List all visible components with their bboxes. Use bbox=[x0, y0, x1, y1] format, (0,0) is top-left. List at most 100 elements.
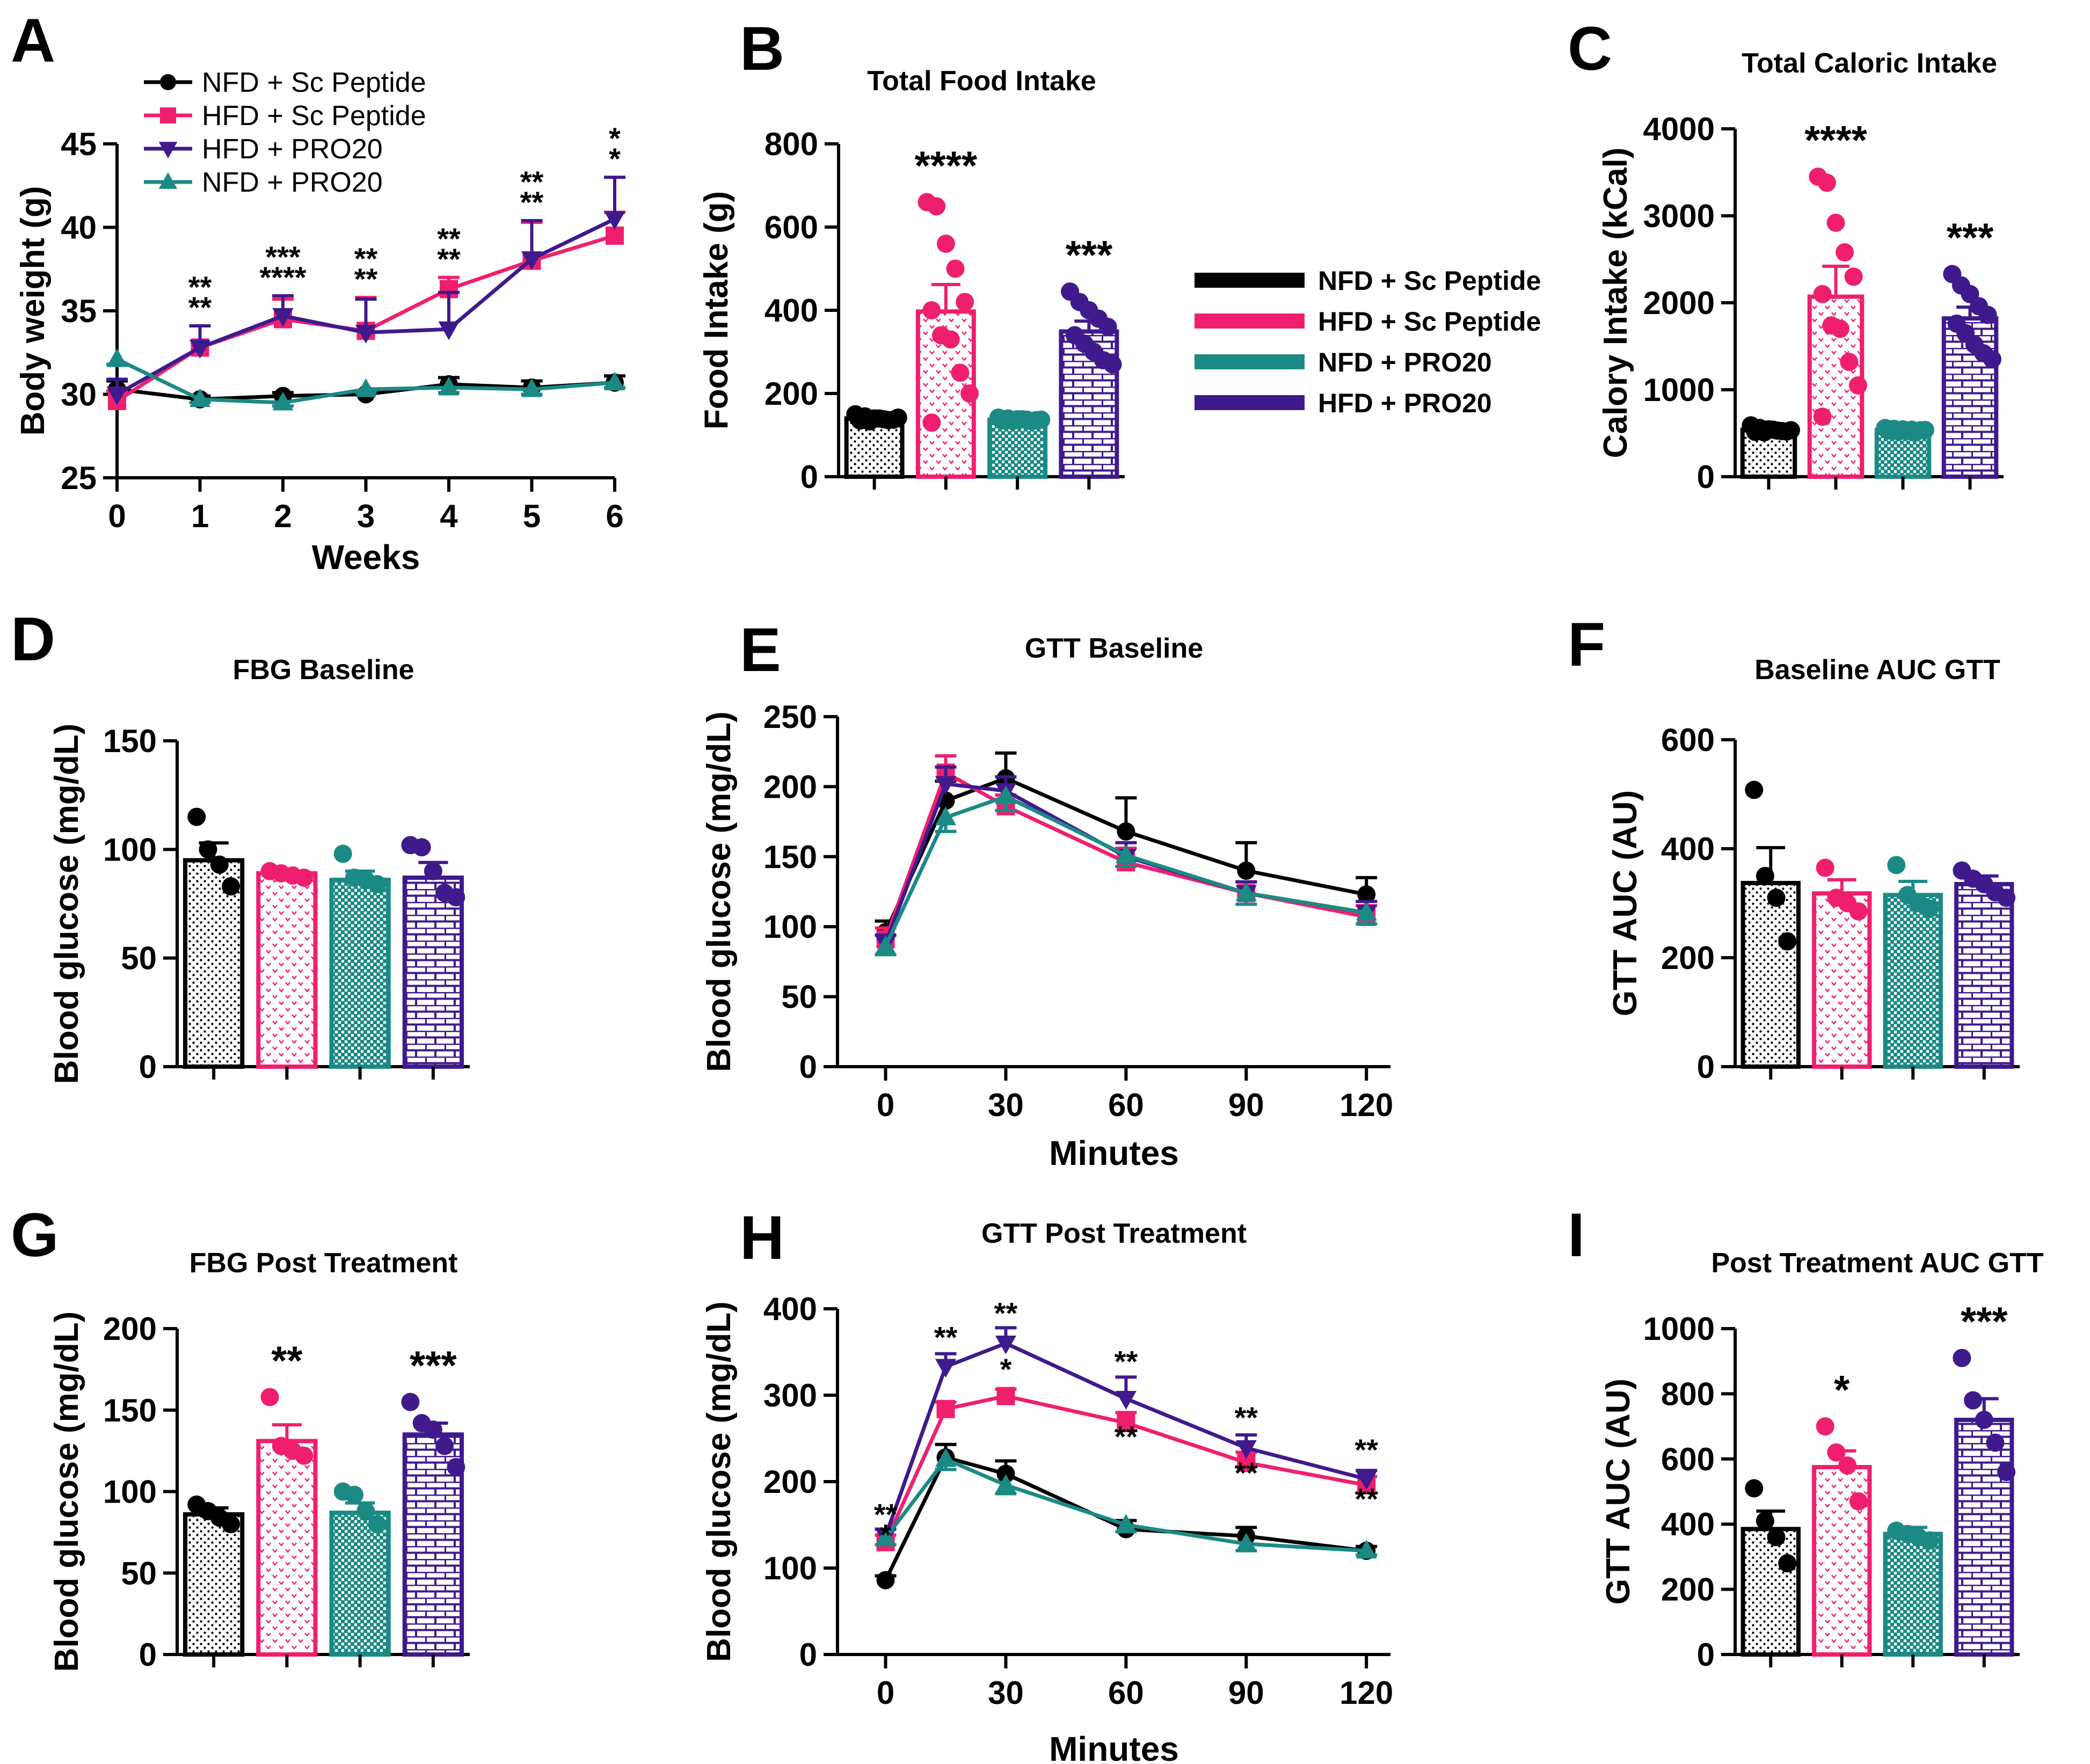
data-point-I bbox=[1745, 1479, 1764, 1498]
series-point-E bbox=[1356, 901, 1377, 921]
data-point-I bbox=[1816, 1417, 1834, 1436]
y-tick-label-I: 0 bbox=[1697, 1637, 1715, 1673]
series-point-E bbox=[875, 935, 897, 954]
chart-title-F: Baseline AUC GTT bbox=[1754, 654, 2000, 686]
data-point-B bbox=[941, 330, 960, 349]
series-point-A bbox=[106, 387, 128, 405]
y-tick-label-D: 0 bbox=[139, 1049, 157, 1085]
x-axis-label-E: Minutes bbox=[1049, 1134, 1179, 1172]
significance-A: ** bbox=[437, 242, 461, 276]
data-point-C bbox=[1813, 407, 1832, 426]
significance-H: * bbox=[880, 1518, 892, 1552]
series-point-H bbox=[935, 1359, 957, 1378]
y-axis-label-D: Blood glucose (mg/dL) bbox=[48, 724, 85, 1084]
legend-line-marker bbox=[158, 142, 178, 158]
chart-title-C: Total Caloric Intake bbox=[1742, 48, 1997, 79]
y-tick-label-B: 800 bbox=[764, 126, 818, 162]
data-point-I bbox=[1986, 1433, 2005, 1452]
y-tick-label-E: 50 bbox=[781, 979, 817, 1015]
data-point-C bbox=[1978, 305, 1997, 324]
y-tick-label-E: 150 bbox=[763, 839, 817, 875]
series-point-H bbox=[1235, 1440, 1257, 1459]
panel-G: G FBG Post Treatment Blood glucose (mg/dL)… bbox=[11, 1201, 470, 1673]
data-point-G bbox=[260, 1388, 279, 1406]
data-point-G bbox=[401, 1393, 420, 1411]
panel-letter-G: G bbox=[11, 1201, 59, 1270]
data-point-D bbox=[424, 862, 442, 880]
y-tick-label-D: 50 bbox=[121, 941, 157, 976]
bar-F bbox=[1954, 881, 2014, 1069]
data-point-B bbox=[936, 235, 955, 253]
x-tick-label-A: 0 bbox=[108, 498, 126, 534]
series-point-H bbox=[935, 1448, 957, 1467]
bar-I bbox=[1741, 1527, 1801, 1657]
series-point-A bbox=[355, 324, 377, 344]
y-axis-label-I: GTT AUC (AU) bbox=[1600, 1379, 1637, 1605]
data-point-F bbox=[1887, 856, 1906, 874]
data-point-D bbox=[333, 844, 352, 863]
x-tick-label-E: 120 bbox=[1339, 1087, 1393, 1123]
data-point-G bbox=[424, 1420, 442, 1439]
legend-line-marker bbox=[160, 107, 176, 123]
data-point-C bbox=[1983, 350, 2001, 369]
y-tick-label-I: 600 bbox=[1661, 1441, 1715, 1477]
significance-H: ** bbox=[1115, 1345, 1138, 1379]
data-point-B bbox=[946, 259, 965, 278]
series-point-H bbox=[1235, 1533, 1257, 1552]
panel-letter-I: I bbox=[1568, 1201, 1585, 1270]
y-tick-label-F: 600 bbox=[1661, 722, 1715, 758]
data-point-B bbox=[960, 384, 979, 403]
panel-B: B Total Food Intake Food Intake (g) 0 200 400… bbox=[698, 14, 1125, 495]
bar-I bbox=[1883, 1532, 1943, 1657]
series-point-E bbox=[935, 806, 957, 826]
significance-A: ** bbox=[354, 262, 378, 296]
data-point-B bbox=[922, 301, 941, 319]
panel-I: I Post Treatment AUC GTT GTT AUC (AU) 0 200 4… bbox=[1568, 1201, 2044, 1673]
series-line-H bbox=[884, 1455, 1367, 1581]
data-point-C bbox=[1826, 213, 1845, 232]
y-tick-label-H: 400 bbox=[763, 1291, 817, 1327]
data-point-G bbox=[435, 1437, 454, 1455]
significance-A: *** bbox=[265, 240, 301, 274]
y-tick-label-A: 45 bbox=[61, 126, 97, 162]
series-point-A bbox=[438, 321, 460, 340]
significance-A: * bbox=[609, 121, 621, 155]
legend-bar-label: HFD + PRO20 bbox=[1318, 388, 1492, 418]
series-point-H bbox=[1356, 1540, 1377, 1559]
data-point-I bbox=[1767, 1528, 1786, 1547]
legend-bar-swatch bbox=[1195, 354, 1305, 369]
significance-H: * bbox=[1000, 1352, 1012, 1386]
series-point-E bbox=[1115, 844, 1137, 863]
y-tick-label-A: 30 bbox=[61, 377, 97, 413]
y-tick-label-H: 200 bbox=[763, 1464, 817, 1500]
data-point-G bbox=[295, 1446, 314, 1465]
y-axis-label-C: Calory Intake (kCal) bbox=[1597, 148, 1634, 458]
series-point-A bbox=[272, 391, 294, 411]
data-point-F bbox=[1849, 902, 1868, 921]
data-point-D bbox=[412, 838, 431, 857]
y-tick-label-I: 800 bbox=[1661, 1376, 1715, 1412]
chart-title-D: FBG Baseline bbox=[232, 654, 414, 686]
data-point-I bbox=[1997, 1463, 2016, 1482]
significance-H: ** bbox=[1235, 1401, 1258, 1434]
y-tick-label-C: 4000 bbox=[1643, 111, 1715, 147]
chart-title-I: Post Treatment AUC GTT bbox=[1711, 1248, 2043, 1279]
series-point-E bbox=[995, 785, 1017, 805]
significance-H: ** bbox=[1355, 1482, 1378, 1516]
series-point-H bbox=[1115, 1390, 1137, 1410]
y-tick-label-F: 0 bbox=[1697, 1049, 1715, 1085]
y-tick-label-H: 0 bbox=[799, 1637, 817, 1673]
data-point-B bbox=[927, 197, 946, 216]
significance-A: **** bbox=[259, 260, 306, 294]
significance-H: ** bbox=[1355, 1433, 1378, 1467]
significance-A: ** bbox=[188, 270, 212, 304]
y-tick-label-F: 400 bbox=[1661, 831, 1715, 867]
series-point-H bbox=[995, 1474, 1017, 1493]
significance-A: * bbox=[609, 142, 621, 176]
significance-H: ** bbox=[874, 1498, 898, 1532]
data-point-I bbox=[1964, 1391, 1983, 1410]
data-point-I bbox=[1838, 1456, 1857, 1475]
